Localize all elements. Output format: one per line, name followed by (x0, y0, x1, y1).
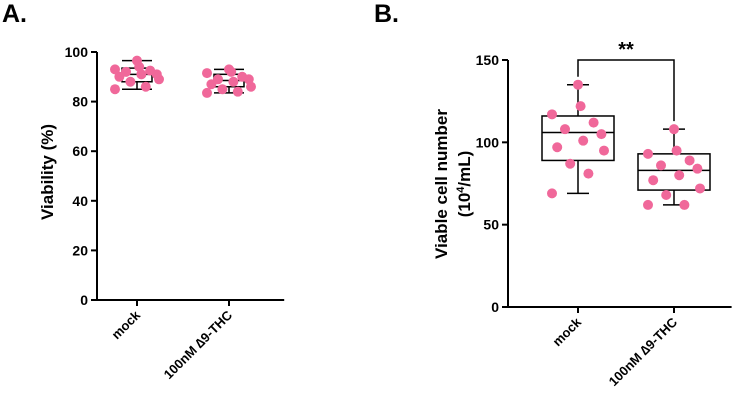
y-tick-label: 20 (72, 242, 88, 258)
panel-b-category-labels: mock 100nM ∆9-THC (549, 314, 680, 389)
data-point (565, 158, 576, 169)
data-point (547, 188, 557, 199)
y-tick-label: 80 (72, 94, 88, 110)
data-point (588, 117, 599, 128)
data-point (237, 71, 248, 82)
panel-b-ylabel-line1: Viable cell number (432, 109, 451, 259)
data-point (202, 87, 212, 98)
data-point (661, 190, 672, 201)
data-point (648, 175, 659, 186)
data-point (599, 145, 609, 156)
data-point (224, 64, 234, 75)
y-tick-label: 60 (72, 143, 88, 159)
category-label: 100nM ∆9-THC (161, 307, 236, 382)
panel-a-ylabel: Viability (%) (38, 124, 57, 220)
y-tick-label: 0 (80, 292, 88, 308)
data-point (228, 76, 239, 87)
panel-b-significance-bracket: ** (577, 39, 675, 122)
significance-label: ** (618, 39, 634, 61)
data-point (121, 66, 131, 77)
y-tick-label: 50 (483, 217, 499, 233)
data-point (110, 64, 120, 75)
data-point (140, 81, 151, 92)
data-point (656, 160, 666, 171)
category-label: mock (549, 314, 584, 349)
data-point (217, 84, 228, 95)
panel-b-ylabel-unit-suffix: /mL) (455, 151, 474, 187)
data-point (560, 124, 570, 135)
data-point (684, 155, 695, 166)
data-point (578, 135, 589, 146)
y-tick-label: 100 (476, 134, 500, 150)
panel-b-axes: 0 50 100 150 (476, 52, 732, 315)
panel-b-ylabel-line2: (104/mL) (455, 151, 474, 218)
panel-b-ylabel-exponent: 4 (455, 186, 467, 193)
box-plot (541, 83, 615, 195)
data-point (692, 163, 703, 174)
data-point (132, 55, 142, 66)
y-tick-label: 0 (491, 299, 499, 315)
category-label: mock (108, 307, 143, 342)
panel-a: A. Viability (%) 0 20 40 60 80 100 mock 100nM … (2, 0, 285, 382)
iqr-box (541, 115, 615, 162)
data-point (695, 183, 705, 194)
significance-bracket-line (577, 59, 675, 122)
category-label: 100nM ∆9-THC (606, 314, 681, 389)
data-point (232, 86, 243, 97)
panel-a-axes: 0 20 40 60 80 100 (65, 44, 285, 308)
data-point (596, 129, 607, 140)
data-point (547, 109, 557, 120)
data-point (669, 124, 679, 135)
panel-b-ylabel-unit-prefix: (10 (455, 193, 474, 218)
panel-b: B. Viable cell number (104/mL) 0 50 100 150… (374, 0, 732, 389)
data-point (643, 148, 653, 159)
panel-b-label: B. (374, 0, 399, 28)
panel-b-points (547, 79, 705, 210)
data-point (202, 68, 212, 79)
data-point (145, 65, 156, 76)
y-tick-label: 40 (72, 193, 88, 209)
data-point (552, 142, 563, 153)
data-point (674, 170, 685, 181)
data-point (575, 101, 586, 112)
data-point (573, 79, 583, 90)
data-point (679, 199, 690, 210)
y-tick-label: 100 (65, 44, 89, 60)
data-point (643, 199, 653, 210)
panel-a-category-labels: mock 100nM ∆9-THC (108, 307, 235, 382)
data-point (583, 168, 594, 179)
data-point (125, 76, 136, 87)
data-point (110, 84, 120, 95)
panel-a-points (110, 55, 256, 98)
data-point (213, 74, 223, 85)
panel-b-boxes (541, 83, 711, 206)
y-tick-label: 150 (476, 52, 500, 68)
data-point (671, 145, 682, 156)
panel-a-label: A. (2, 0, 27, 28)
